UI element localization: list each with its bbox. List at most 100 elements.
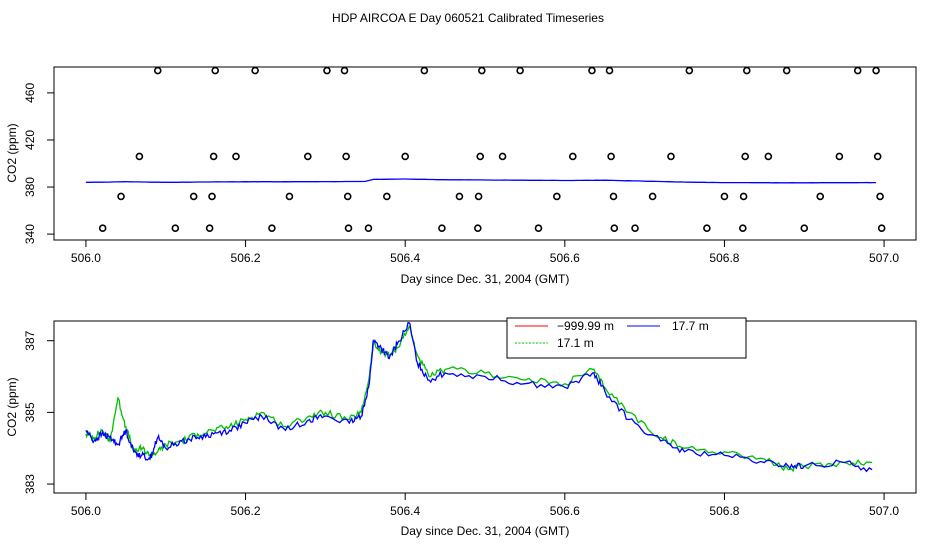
p1-data-point: [401, 152, 409, 161]
p1-data-point: [153, 66, 162, 75]
panel-bottom-y-ticks: 383 385 387: [23, 330, 54, 494]
p1-data-point: [742, 66, 751, 75]
p1-data-point: [340, 66, 349, 75]
p1-data-point: [853, 66, 862, 75]
p1-data-point: [211, 66, 220, 75]
figure-title: HDP AIRCOA E Day 060521 Calibrated Times…: [332, 11, 604, 25]
legend-box: [506, 317, 747, 359]
p1-data-point: [703, 224, 711, 233]
p2-series-line: [85, 325, 873, 473]
p1-x-tick-label: 506.8: [709, 251, 739, 265]
panel-bottom-frame: [53, 320, 917, 494]
p1-data-point: [364, 224, 373, 233]
p1-data-point: [741, 152, 749, 161]
legend-label-blue: 17.7 m: [672, 319, 709, 333]
p1-data-point: [98, 224, 107, 233]
p1-y-tick-label: 340: [23, 224, 37, 244]
p1-data-point: [304, 152, 312, 161]
p1-data-point: [835, 152, 844, 161]
p1-data-point: [872, 66, 880, 75]
p1-x-tick-label: 507.0: [869, 251, 899, 265]
panel-bottom-x-label: Day since Dec. 31, 2004 (GMT): [401, 524, 570, 538]
p1-y-tick-label: 380: [23, 177, 37, 197]
p1-data-point: [171, 224, 180, 233]
p1-data-point: [208, 192, 216, 201]
p1-data-point: [209, 152, 218, 161]
legend-label-green: 17.1 m: [557, 336, 594, 350]
p1-data-point: [516, 66, 524, 75]
panel-top: 506.0 506.2 506.4 506.6 506.8 507.0 340 380 420…: [5, 66, 917, 286]
p1-data-point: [816, 192, 825, 201]
p1-x-tick-label: 506.0: [71, 251, 101, 265]
p1-x-tick-label: 506.2: [231, 251, 261, 265]
p1-data-point: [568, 152, 577, 161]
p2-x-tick-label: 506.6: [550, 504, 580, 518]
p1-data-point: [474, 224, 482, 233]
p2-x-tick-label: 506.4: [390, 504, 420, 518]
p1-data-point: [876, 192, 884, 201]
p1-data-point: [877, 224, 886, 233]
p1-data-point: [135, 152, 144, 161]
p1-y-tick-label: 460: [23, 83, 37, 103]
panel-top-x-label: Day since Dec. 31, 2004 (GMT): [401, 272, 570, 286]
p1-data-point: [420, 66, 429, 75]
p1-data-point: [344, 224, 353, 233]
p1-data-point: [873, 152, 882, 161]
p1-data-point: [285, 192, 294, 201]
p1-x-tick-label: 506.4: [390, 251, 420, 265]
p2-y-tick-label: 385: [23, 402, 37, 422]
p1-data-point: [588, 66, 596, 75]
p1-series-line: [85, 178, 877, 184]
p2-series-line: [85, 322, 873, 473]
p1-x-tick-label: 506.6: [550, 251, 580, 265]
p1-data-point: [607, 152, 615, 161]
panel-top-frame: [53, 66, 917, 241]
p1-data-point: [498, 152, 507, 161]
p2-x-tick-label: 507.0: [869, 504, 899, 518]
p1-data-point: [455, 192, 464, 201]
p1-data-point: [478, 66, 486, 75]
panel-top-y-label: CO2 (ppm): [5, 123, 19, 182]
p1-data-point: [739, 224, 747, 233]
p1-data-point: [232, 152, 240, 161]
p1-data-point: [553, 192, 561, 201]
p1-data-point: [474, 192, 483, 201]
p2-x-tick-label: 506.0: [71, 504, 101, 518]
p1-data-point: [631, 224, 639, 233]
panel-bottom-x-ticks: 506.0 506.2 506.4 506.6 506.8 507.0: [71, 493, 899, 518]
p1-data-point: [685, 66, 694, 75]
p1-data-point: [609, 192, 618, 201]
p1-data-point: [648, 192, 657, 201]
p2-y-tick-label: 387: [23, 330, 37, 350]
p1-data-point: [720, 192, 729, 201]
p1-data-point: [610, 224, 619, 233]
p1-data-point: [605, 66, 614, 75]
p1-data-point: [739, 192, 748, 201]
p1-data-point: [343, 192, 352, 201]
p1-data-point: [117, 192, 125, 201]
p1-data-point: [764, 152, 773, 161]
p2-x-tick-label: 506.8: [709, 504, 739, 518]
p1-data-point: [323, 66, 331, 75]
p1-data-point: [383, 192, 391, 201]
p1-data-point: [342, 152, 350, 161]
panel-top-x-ticks: 506.0 506.2 506.4 506.6 506.8 507.0: [71, 240, 899, 265]
panel-top-y-ticks: 340 380 420 460: [23, 83, 54, 244]
panel-bottom-y-label: CO2 (ppm): [5, 377, 19, 436]
p1-data-point: [800, 224, 809, 233]
p1-data-point: [476, 152, 485, 161]
panel-bottom-series: [85, 322, 873, 473]
p1-data-point: [251, 66, 259, 75]
legend-label-red: −999.99 m: [557, 319, 614, 333]
panel-top-series: [85, 66, 886, 233]
p1-data-point: [205, 224, 214, 233]
p2-x-tick-label: 506.2: [231, 504, 261, 518]
p1-data-point: [268, 224, 276, 233]
p1-y-tick-label: 420: [23, 130, 37, 150]
p2-y-tick-label: 383: [23, 474, 37, 494]
p1-data-point: [189, 192, 198, 201]
p1-data-point: [534, 224, 543, 233]
p1-data-point: [438, 224, 446, 233]
panel-bottom: 506.0 506.2 506.4 506.6 506.8 507.0 383 385 387…: [5, 317, 917, 538]
